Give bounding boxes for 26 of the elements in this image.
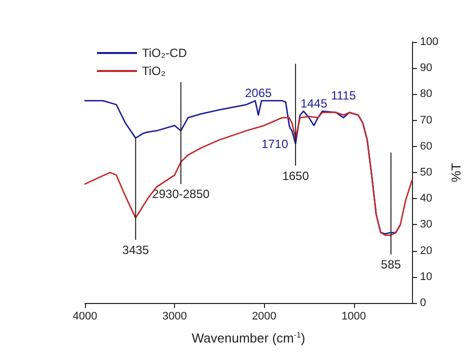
legend-label: TiO₂ <box>142 64 166 78</box>
annotation: 2930-2850 <box>152 187 210 202</box>
y-tick-label: 100 <box>420 36 438 48</box>
y-tick-label: 10 <box>420 270 432 283</box>
annotation: 1710 <box>261 137 288 152</box>
y-axis-title: %T <box>448 162 464 182</box>
annotation: 1115 <box>331 88 356 103</box>
y-tick-label: 20 <box>420 244 432 257</box>
y-tick-label: 80 <box>420 88 432 100</box>
y-tick-label: 60 <box>420 140 432 152</box>
y-tick-label: 30 <box>420 218 432 231</box>
legend-label: TiO₂-CD <box>142 46 188 60</box>
y-tick-label: 50 <box>420 166 432 178</box>
y-tick-label: 70 <box>420 114 432 126</box>
x-tick-label: 4000 <box>72 310 98 322</box>
x-tick-label: 2000 <box>252 310 276 322</box>
y-tick-label: 90 <box>420 62 432 74</box>
annotation: 3435 <box>122 242 150 257</box>
x-tick-label: 3000 <box>162 310 187 322</box>
annotation: 585 <box>380 258 402 272</box>
annotation: 1445 <box>300 96 328 111</box>
x-tick-label: 1000 <box>342 310 366 322</box>
y-tick-label: 0 <box>420 297 426 309</box>
y-tick-label: 40 <box>420 192 432 205</box>
annotation: 2065 <box>245 86 272 100</box>
annotation: 1650 <box>282 168 310 183</box>
